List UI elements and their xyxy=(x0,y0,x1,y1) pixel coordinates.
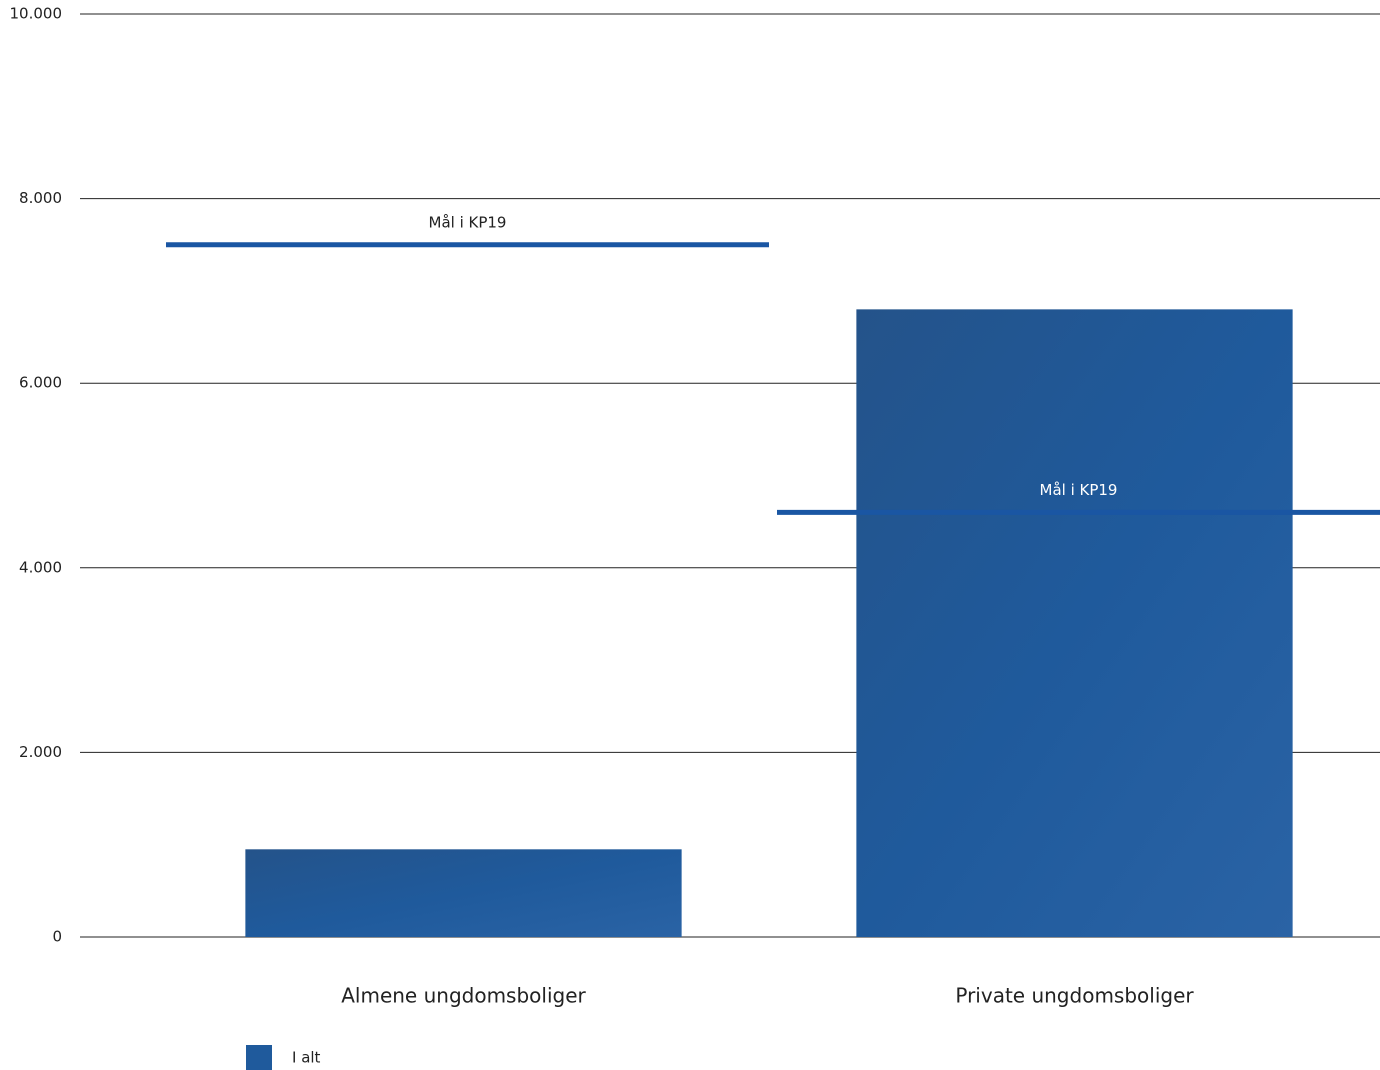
x-tick-label: Almene ungdomsboliger xyxy=(341,984,586,1008)
bar xyxy=(856,309,1293,937)
legend-label: I alt xyxy=(292,1049,321,1067)
x-tick-label: Private ungdomsboliger xyxy=(955,984,1194,1008)
target-label: Mål i KP19 xyxy=(429,213,507,231)
y-tick-label: 4.000 xyxy=(19,558,62,576)
legend-swatch xyxy=(246,1045,272,1070)
y-tick-label: 8.000 xyxy=(19,189,62,207)
target-label: Mål i KP19 xyxy=(1040,481,1118,499)
y-tick-label: 6.000 xyxy=(19,374,62,392)
y-tick-label: 2.000 xyxy=(19,743,62,761)
y-tick-label: 10.000 xyxy=(10,5,63,23)
bar xyxy=(245,849,682,937)
y-tick-label: 0 xyxy=(52,928,62,946)
